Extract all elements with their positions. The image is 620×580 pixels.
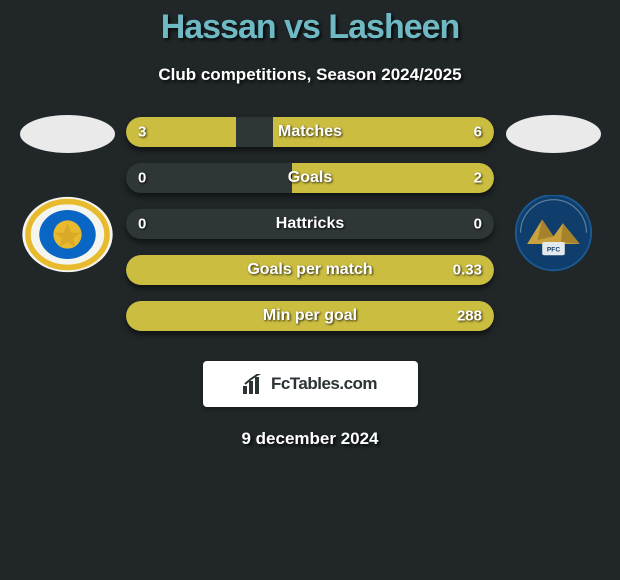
stat-value-right: 288 xyxy=(457,308,482,325)
club-badge-right: PFC xyxy=(506,195,601,275)
stats-column: 3 Matches 6 0 Goals 2 0 Hattricks 0 xyxy=(122,117,498,347)
comparison-card: Hassan vs Lasheen Club competitions, Sea… xyxy=(0,0,620,580)
subtitle: Club competitions, Season 2024/2025 xyxy=(0,65,620,85)
stat-row-goals-per-match: Goals per match 0.33 xyxy=(126,255,494,285)
page-title: Hassan vs Lasheen xyxy=(0,0,620,47)
brand-box[interactable]: FcTables.com xyxy=(203,361,418,407)
player-right-silhouette xyxy=(506,115,601,153)
player-left-side xyxy=(12,117,122,275)
date-text: 9 december 2024 xyxy=(0,429,620,449)
stat-value-left: 0 xyxy=(138,216,146,233)
pyramids-badge-icon: PFC xyxy=(506,195,601,275)
stat-value-left: 3 xyxy=(138,124,146,141)
stat-value-right: 2 xyxy=(474,170,482,187)
stat-row-goals: 0 Goals 2 xyxy=(126,163,494,193)
content-row: 3 Matches 6 0 Goals 2 0 Hattricks 0 xyxy=(0,117,620,347)
svg-text:PFC: PFC xyxy=(546,246,559,253)
stat-label: Hattricks xyxy=(276,215,344,233)
stat-value-left: 0 xyxy=(138,170,146,187)
club-badge-left xyxy=(20,195,115,275)
stat-row-min-per-goal: Min per goal 288 xyxy=(126,301,494,331)
stat-value-right: 0.33 xyxy=(453,262,482,279)
stat-value-right: 6 xyxy=(474,124,482,141)
ismaily-badge-icon xyxy=(20,195,115,275)
stat-label: Min per goal xyxy=(263,307,357,325)
fctables-chart-icon xyxy=(243,374,265,394)
player-left-silhouette xyxy=(20,115,115,153)
stat-label: Goals per match xyxy=(247,261,372,279)
stat-row-matches: 3 Matches 6 xyxy=(126,117,494,147)
stat-value-right: 0 xyxy=(474,216,482,233)
stat-row-hattricks: 0 Hattricks 0 xyxy=(126,209,494,239)
player-right-side: PFC xyxy=(498,117,608,275)
brand-text: FcTables.com xyxy=(271,374,377,394)
stat-label: Goals xyxy=(288,169,332,187)
stat-label: Matches xyxy=(278,123,342,141)
